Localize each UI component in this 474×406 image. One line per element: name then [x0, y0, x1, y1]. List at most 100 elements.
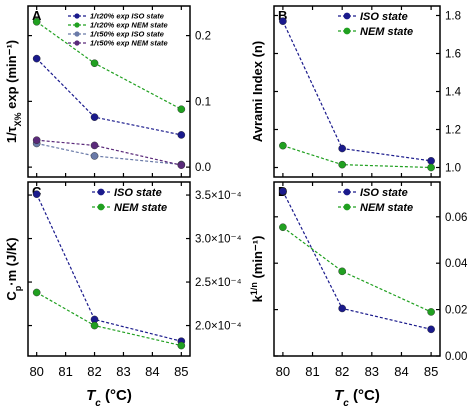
data-point — [427, 157, 435, 165]
data-point — [338, 304, 346, 313]
series-line-2 — [36, 142, 182, 166]
legend-marker — [74, 40, 80, 46]
legend-label: 1/τ50% exp ISO state — [90, 30, 164, 39]
data-point — [427, 163, 435, 172]
data-point — [427, 308, 435, 316]
y-tick-label: 3.5×10⁻⁴ — [195, 190, 242, 202]
x-tick-label: 82 — [87, 364, 101, 379]
y-axis-label: 1/τX% exp (min⁻¹) — [4, 40, 23, 143]
data-point — [177, 161, 186, 169]
y-tick-label: 1.8 — [445, 11, 461, 23]
data-point — [32, 288, 41, 297]
y-tick-label: 0.1 — [195, 96, 211, 108]
y-axis-label-tail: (min⁻¹) — [250, 236, 265, 283]
series-line-1 — [282, 226, 432, 313]
x-axis-label-unit: (°C) — [349, 387, 380, 404]
series-line-0 — [36, 193, 182, 342]
data-point — [90, 141, 99, 150]
x-tick-label: 85 — [424, 364, 438, 379]
y-tick-label: 1.0 — [445, 163, 461, 175]
y-axis-label-main: C — [4, 291, 19, 301]
y-tick-label: 0.2 — [195, 31, 211, 43]
legend-label: NEM state — [360, 202, 413, 214]
x-axis-label-unit: (°C) — [101, 387, 132, 404]
legend-marker — [343, 27, 351, 35]
legend-label: 1/τ20% exp ISO state — [90, 12, 164, 21]
legend-marker — [74, 31, 80, 37]
x-axis-label: Tc (°C) — [86, 387, 132, 406]
y-axis-label-main: k — [250, 294, 265, 302]
x-axis-label-sub: c — [95, 398, 101, 406]
data-point — [32, 136, 41, 144]
y-tick-label: 0.00 — [445, 351, 467, 363]
data-point — [32, 17, 41, 26]
y-axis-label: Cp·m (J/K) — [4, 237, 23, 300]
series-line-1 — [282, 145, 432, 169]
x-axis-label-main: T — [86, 387, 97, 404]
legend-marker — [74, 13, 80, 19]
data-point — [338, 160, 346, 169]
y-tick-label: 0.0 — [195, 162, 211, 174]
data-point — [279, 17, 287, 26]
y-axis-label-main: Avrami Index (n) — [250, 41, 265, 142]
panel-a: 0.0 0.1 0.2 A 1/τX% exp (min⁻¹) 1/τ20% exp IS… — [4, 5, 211, 178]
legend-label: NEM state — [360, 26, 413, 38]
y-axis-label-tail: exp (min⁻¹) — [4, 40, 19, 113]
data-point — [338, 144, 346, 153]
data-point — [279, 187, 287, 196]
y-tick-label: 0.06 — [445, 212, 467, 224]
legend-label: 1/τ50% exp NEM state — [90, 39, 168, 48]
series-line-0 — [36, 58, 182, 136]
y-tick-label: 0.02 — [445, 305, 467, 317]
x-tick-label: 83 — [116, 364, 130, 379]
x-axis-label-main: T — [334, 387, 345, 404]
x-tick-label: 80 — [29, 364, 43, 379]
plot-frame — [273, 181, 441, 357]
legend-marker — [343, 12, 351, 20]
data-point — [177, 131, 186, 139]
legend-marker — [343, 203, 351, 211]
x-axis-label-sub: c — [343, 398, 349, 406]
legend-label: 1/τ20% exp NEM state — [90, 21, 168, 30]
y-axis-label-sup: 1/n — [249, 282, 259, 295]
legend-label: NEM state — [114, 202, 167, 214]
legend-marker — [97, 188, 105, 196]
legend-marker — [97, 203, 105, 211]
x-tick-label: 80 — [276, 364, 290, 379]
data-point — [90, 321, 99, 330]
x-tick-label: 83 — [365, 364, 379, 379]
x-tick-label: 81 — [58, 364, 72, 379]
data-point — [90, 152, 99, 160]
series-line-0 — [282, 20, 432, 162]
panel-c: 80 81 82 83 84 85 2.0×10⁻⁴ 2.5×10⁻⁴ 3.0×10⁻⁴ 3.5×… — [4, 181, 242, 406]
y-axis-label-main: 1/τ — [4, 126, 19, 143]
data-point — [279, 141, 287, 150]
y-axis-label: Avrami Index (n) — [250, 41, 265, 142]
x-axis-label: Tc (°C) — [334, 387, 380, 406]
data-point — [177, 341, 186, 350]
x-tick-label: 82 — [335, 364, 349, 379]
x-tick-label: 84 — [394, 364, 408, 379]
plot-frame — [27, 181, 191, 357]
y-tick-label: 1.6 — [445, 49, 461, 61]
x-tick-label: 81 — [305, 364, 319, 379]
data-point — [177, 105, 186, 114]
x-tick-label: 84 — [145, 364, 159, 379]
data-point — [32, 190, 41, 198]
y-tick-label: 0.04 — [445, 258, 468, 270]
legend-marker — [74, 22, 80, 28]
x-tick-label: 85 — [174, 364, 188, 379]
legend-label: ISO state — [114, 187, 162, 199]
y-tick-label: 1.2 — [445, 125, 461, 137]
y-axis-label-sub: X% — [13, 112, 23, 126]
data-point — [279, 223, 287, 232]
data-point — [32, 54, 41, 63]
data-point — [90, 113, 99, 121]
legend-marker — [343, 188, 351, 196]
series-line-1 — [36, 291, 182, 347]
y-tick-label: 3.0×10⁻⁴ — [195, 234, 242, 246]
series-line-3 — [36, 139, 182, 166]
panel-b: 1.0 1.2 1.4 1.6 1.8 B Avrami Index (n) ISO stat… — [250, 5, 462, 178]
